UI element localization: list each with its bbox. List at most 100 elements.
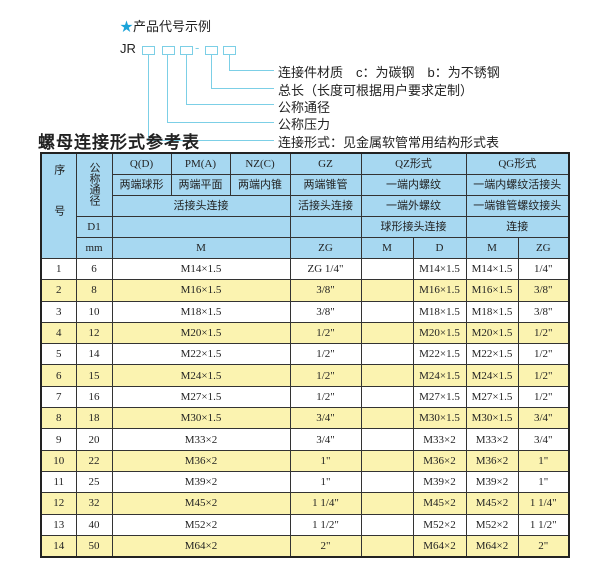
table-row: 5 14 M22×1.5 1/2" M22×1.5 M22×1.5 1/2" bbox=[40, 343, 570, 366]
table-cell: 1 bbox=[40, 257, 77, 281]
table-cell: M14×1.5 bbox=[465, 257, 519, 281]
table-row: 10 22 M36×2 1" M36×2 M36×2 1" bbox=[40, 449, 570, 472]
table-cell: 3/4" bbox=[517, 407, 570, 430]
table-cell: M39×2 bbox=[111, 470, 291, 494]
table-cell: 3/4" bbox=[517, 428, 570, 451]
connector-line bbox=[229, 55, 230, 70]
table-cell: M33×2 bbox=[465, 428, 519, 451]
table-cell: 50 bbox=[75, 534, 113, 558]
header-qz-m: M bbox=[360, 237, 414, 259]
table-cell: M20×1.5 bbox=[412, 321, 467, 345]
table-cell: M27×1.5 bbox=[465, 385, 519, 409]
table-cell: 40 bbox=[75, 513, 113, 536]
table-cell: 15 bbox=[75, 364, 113, 387]
table-cell: 1" bbox=[517, 449, 570, 472]
table-cell: ZG 1/4" bbox=[289, 257, 362, 281]
table-cell: M24×1.5 bbox=[465, 364, 519, 387]
table-cell: 1/2" bbox=[517, 364, 570, 387]
table-cell: 1 1/2" bbox=[289, 513, 362, 536]
table-cell: 1 1/2" bbox=[517, 513, 570, 536]
code-box bbox=[180, 46, 193, 55]
table-cell: 7 bbox=[40, 385, 77, 409]
table-cell: M14×1.5 bbox=[412, 257, 467, 281]
code-prefix: JR bbox=[120, 41, 136, 56]
table-cell: 1/4" bbox=[517, 257, 570, 281]
connector-line bbox=[211, 55, 212, 89]
table-cell: M36×2 bbox=[465, 449, 519, 472]
table-cell: 1/2" bbox=[517, 343, 570, 366]
table-cell: M30×1.5 bbox=[465, 407, 519, 430]
table-cell: 3/4" bbox=[289, 407, 362, 430]
code-dash: - bbox=[195, 40, 200, 55]
table-title: 螺母连接形式参考表 bbox=[38, 133, 200, 153]
connector-line bbox=[167, 122, 274, 123]
star-icon: ★ bbox=[120, 19, 134, 34]
table-cell: 1 1/4" bbox=[517, 492, 570, 515]
table-cell: 22 bbox=[75, 449, 113, 472]
header-q: Q(D) bbox=[111, 152, 172, 175]
table-cell: 3/4" bbox=[289, 428, 362, 451]
table-cell: 5 bbox=[40, 343, 77, 366]
header-qg2: 一端内螺纹活接头 bbox=[465, 174, 570, 196]
table-cell: 25 bbox=[75, 470, 113, 494]
table-cell: M14×1.5 bbox=[111, 257, 291, 281]
header-gz: GZ bbox=[289, 152, 362, 175]
label-material: 连接件材质 c：为碳钢 b：为不锈钢 bbox=[278, 65, 500, 80]
table-cell: 12 bbox=[75, 321, 113, 345]
header-qg-m: M bbox=[465, 237, 519, 259]
table-cell: 32 bbox=[75, 492, 113, 515]
table-cell: M64×2 bbox=[465, 534, 519, 558]
table-cell: M18×1.5 bbox=[111, 300, 291, 323]
code-box bbox=[162, 46, 175, 55]
table-cell: M64×2 bbox=[111, 534, 291, 558]
table-cell: 2" bbox=[517, 534, 570, 558]
table-cell bbox=[360, 407, 414, 430]
table-cell: 3/8" bbox=[517, 300, 570, 323]
header-qz4: 球形接头连接 bbox=[360, 216, 467, 238]
header-gz3: 活接头连接 bbox=[289, 195, 362, 217]
table-cell: M20×1.5 bbox=[465, 321, 519, 345]
header-blank bbox=[289, 216, 362, 238]
table-row: 8 18 M30×1.5 3/4" M30×1.5 M30×1.5 3/4" bbox=[40, 407, 570, 430]
example-title: ★产品代号示例 bbox=[120, 16, 211, 35]
table-cell: 1" bbox=[289, 449, 362, 472]
header-qg4: 连接 bbox=[465, 216, 570, 238]
header-nz: NZ(C) bbox=[229, 152, 291, 175]
table-cell: M52×2 bbox=[412, 513, 467, 536]
table-cell bbox=[360, 343, 414, 366]
table-cell: M45×2 bbox=[412, 492, 467, 515]
header-qg: QG形式 bbox=[465, 152, 570, 175]
table-cell: 1" bbox=[289, 470, 362, 494]
header-qg3: 一端锥管螺纹接头 bbox=[465, 195, 570, 217]
table-cell bbox=[360, 364, 414, 387]
table-cell: M36×2 bbox=[412, 449, 467, 472]
connector-line bbox=[167, 55, 168, 123]
table-cell: 2" bbox=[289, 534, 362, 558]
table-cell: M64×2 bbox=[412, 534, 467, 558]
table-row: 3 10 M18×1.5 3/8" M18×1.5 M18×1.5 3/8" bbox=[40, 300, 570, 323]
table-cell: 8 bbox=[75, 279, 113, 302]
table-cell: 1/2" bbox=[517, 321, 570, 345]
header-qz3: 一端外螺纹 bbox=[360, 195, 467, 217]
label-length: 总长（长度可根据用户要求定制） bbox=[278, 83, 474, 98]
table-row: 2 8 M16×1.5 3/8" M16×1.5 M16×1.5 3/8" bbox=[40, 279, 570, 302]
nut-connection-table: 序号 公称通径 Q(D) PM(A) NZ(C) GZ QZ形式 QG形式 两端… bbox=[40, 152, 571, 559]
table-cell: 1/2" bbox=[289, 321, 362, 345]
table-cell: M27×1.5 bbox=[111, 385, 291, 409]
table-cell: M24×1.5 bbox=[412, 364, 467, 387]
table-row: 13 40 M52×2 1 1/2" M52×2 M52×2 1 1/2" bbox=[40, 513, 570, 536]
table-cell: M45×2 bbox=[465, 492, 519, 515]
header-pm2: 两端平面 bbox=[170, 174, 231, 196]
table-cell: M18×1.5 bbox=[412, 300, 467, 323]
table-cell: M20×1.5 bbox=[111, 321, 291, 345]
connector-line bbox=[186, 104, 274, 105]
header-qz: QZ形式 bbox=[360, 152, 467, 175]
table-cell: 3/8" bbox=[289, 300, 362, 323]
table-cell: 3 bbox=[40, 300, 77, 323]
example-title-text: 产品代号示例 bbox=[133, 19, 212, 34]
table-cell: M22×1.5 bbox=[465, 343, 519, 366]
table-cell: M16×1.5 bbox=[465, 279, 519, 302]
table-cell: 16 bbox=[75, 385, 113, 409]
header-q2: 两端球形 bbox=[111, 174, 172, 196]
table-row: 11 25 M39×2 1" M39×2 M39×2 1" bbox=[40, 470, 570, 494]
